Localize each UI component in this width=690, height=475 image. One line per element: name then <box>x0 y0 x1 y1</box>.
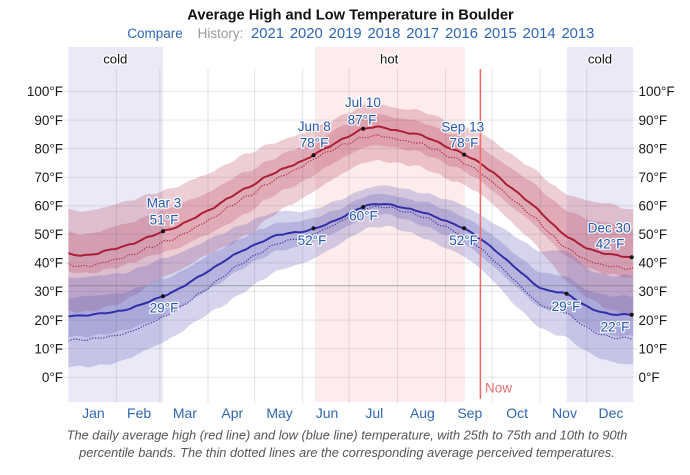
svg-text:2015: 2015 <box>484 26 517 42</box>
svg-text:40°F: 40°F <box>639 256 668 271</box>
svg-text:0°F: 0°F <box>639 370 660 385</box>
svg-text:100°F: 100°F <box>27 84 63 99</box>
svg-text:Apr: Apr <box>221 405 243 421</box>
svg-text:Feb: Feb <box>127 405 151 421</box>
svg-text:Dec 30: Dec 30 <box>588 220 631 235</box>
svg-text:Mar: Mar <box>173 405 197 421</box>
svg-text:hot: hot <box>380 51 399 66</box>
svg-text:percentile bands. The thin dot: percentile bands. The thin dotted lines … <box>78 445 615 460</box>
svg-text:22°F: 22°F <box>601 320 630 335</box>
svg-text:100°F: 100°F <box>639 84 675 99</box>
svg-text:10°F: 10°F <box>639 341 668 356</box>
svg-text:40°F: 40°F <box>34 256 63 271</box>
svg-text:50°F: 50°F <box>639 227 668 242</box>
svg-text:Nov: Nov <box>552 405 577 421</box>
svg-text:78°F: 78°F <box>300 135 329 150</box>
svg-text:cold: cold <box>103 51 127 66</box>
svg-text:History:: History: <box>198 26 244 41</box>
svg-text:Aug: Aug <box>410 405 435 421</box>
svg-text:Jun: Jun <box>316 405 339 421</box>
svg-text:May: May <box>266 405 292 421</box>
svg-text:80°F: 80°F <box>639 141 668 156</box>
svg-text:10°F: 10°F <box>34 341 63 356</box>
svg-text:60°F: 60°F <box>639 199 668 214</box>
svg-text:Sep: Sep <box>457 405 482 421</box>
svg-text:Jul 10: Jul 10 <box>345 95 381 110</box>
svg-text:70°F: 70°F <box>34 170 63 185</box>
svg-text:Oct: Oct <box>506 405 528 421</box>
svg-text:87°F: 87°F <box>348 113 377 128</box>
svg-text:78°F: 78°F <box>450 136 479 151</box>
svg-text:2019: 2019 <box>329 26 362 42</box>
svg-text:60°F: 60°F <box>349 208 378 223</box>
svg-text:90°F: 90°F <box>34 113 63 128</box>
svg-text:80°F: 80°F <box>34 141 63 156</box>
svg-text:30°F: 30°F <box>639 284 668 299</box>
svg-text:Dec: Dec <box>599 405 624 421</box>
svg-text:0°F: 0°F <box>42 370 63 385</box>
svg-text:Compare: Compare <box>127 26 183 41</box>
svg-text:2013: 2013 <box>561 26 594 42</box>
svg-text:2021: 2021 <box>251 26 284 42</box>
svg-text:Jun 8: Jun 8 <box>298 119 331 134</box>
svg-text:70°F: 70°F <box>639 170 668 185</box>
svg-text:2020: 2020 <box>290 26 323 42</box>
svg-text:cold: cold <box>588 51 612 66</box>
svg-text:Now: Now <box>485 381 512 396</box>
svg-text:Sep 13: Sep 13 <box>441 119 484 134</box>
svg-text:42°F: 42°F <box>596 237 625 252</box>
svg-text:52°F: 52°F <box>449 233 478 248</box>
svg-text:Jul: Jul <box>365 405 383 421</box>
svg-text:Mar 3: Mar 3 <box>147 196 182 211</box>
svg-text:20°F: 20°F <box>639 313 668 328</box>
svg-text:90°F: 90°F <box>639 113 668 128</box>
svg-text:50°F: 50°F <box>34 227 63 242</box>
svg-text:52°F: 52°F <box>298 233 327 248</box>
svg-text:Average High and Low Temperatu: Average High and Low Temperature in Boul… <box>187 8 514 24</box>
svg-text:60°F: 60°F <box>34 199 63 214</box>
svg-text:29°F: 29°F <box>150 301 179 316</box>
svg-text:30°F: 30°F <box>34 284 63 299</box>
svg-text:2018: 2018 <box>367 26 400 42</box>
svg-text:2014: 2014 <box>523 26 556 42</box>
svg-text:The daily average high (red li: The daily average high (red line) and lo… <box>67 427 628 442</box>
svg-text:2016: 2016 <box>445 26 478 42</box>
svg-text:2017: 2017 <box>406 26 439 42</box>
svg-text:29°F: 29°F <box>552 299 581 314</box>
svg-text:Jan: Jan <box>82 405 105 421</box>
svg-text:51°F: 51°F <box>150 213 179 228</box>
svg-text:20°F: 20°F <box>34 313 63 328</box>
